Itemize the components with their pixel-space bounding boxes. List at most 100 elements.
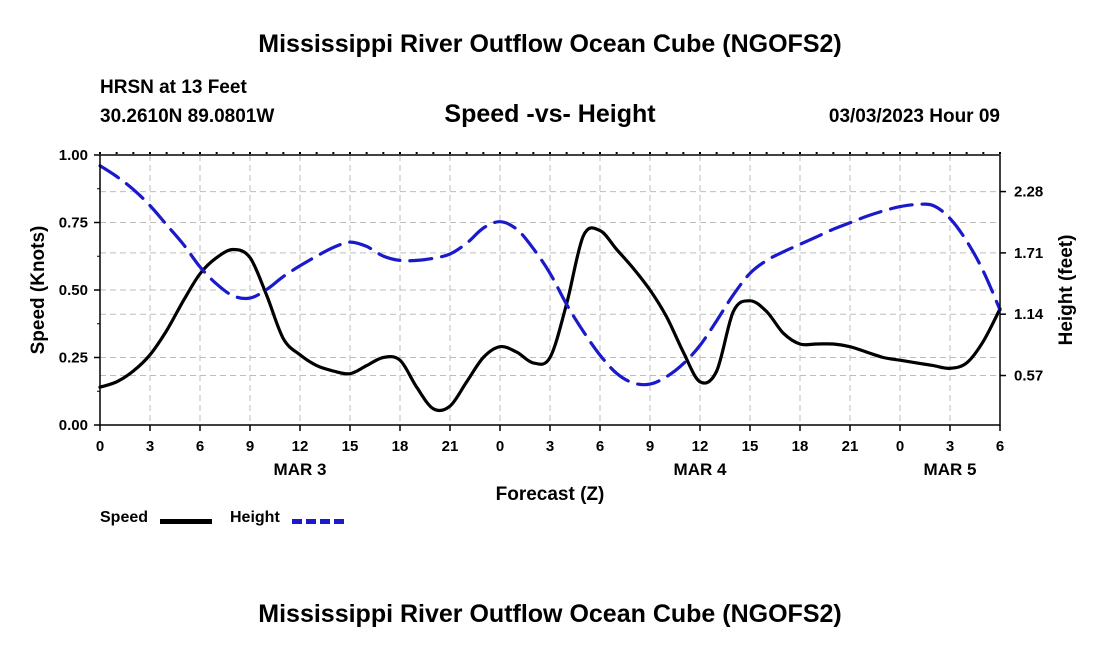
x-tick-label: 6: [196, 438, 204, 455]
x-tick-label: 0: [96, 438, 104, 455]
footer-title: Mississippi River Outflow Ocean Cube (NG…: [258, 600, 842, 628]
top-minor-tick: [515, 152, 518, 154]
x-tick-label: 12: [292, 438, 309, 455]
top-minor-tick: [882, 152, 885, 154]
y2-axis-title: Height (feet): [1056, 235, 1077, 346]
x-tick-label: 3: [146, 438, 154, 455]
top-minor-tick: [532, 152, 535, 154]
y2-tick-label: 2.28: [1014, 184, 1043, 201]
x-tick-label: 18: [392, 438, 409, 455]
top-minor-tick: [899, 152, 901, 154]
top-minor-tick: [665, 152, 668, 154]
top-minor-tick: [815, 152, 818, 154]
top-minor-tick: [399, 152, 401, 154]
y-axis-title: Speed (Knots): [28, 226, 49, 355]
x-tick-label: 15: [342, 438, 359, 455]
top-minor-tick: [849, 152, 851, 154]
top-minor-tick: [565, 152, 568, 154]
top-minor-tick: [282, 152, 285, 154]
top-minor-tick: [232, 152, 235, 154]
y-tick-label: 0.00: [59, 417, 88, 434]
y2-tick-label: 1.14: [1014, 306, 1044, 323]
chart-subtitle: Speed -vs- Height: [444, 100, 656, 128]
y-tick-label: 0.75: [59, 215, 88, 232]
top-minor-tick: [949, 152, 951, 154]
top-minor-tick: [332, 152, 335, 154]
top-minor-tick: [449, 152, 451, 154]
y-tick-label: 1.00: [59, 147, 88, 164]
top-minor-tick: [349, 152, 351, 154]
top-minor-tick: [165, 152, 168, 154]
top-minor-tick: [732, 152, 735, 154]
top-minor-tick: [265, 152, 268, 154]
top-minor-tick: [182, 152, 185, 154]
y-tick-label: 0.25: [59, 350, 88, 367]
date-label: MAR 4: [674, 460, 727, 479]
axis-labels: 0 3 6 9 12 15 18 21 0 3 6 9 12 15 18 21 0 3 6 0.00 0.25 0.50 0…: [28, 147, 1077, 505]
top-minor-tick: [215, 152, 218, 154]
top-minor-tick: [765, 152, 768, 154]
top-axis-dots: [99, 152, 1001, 154]
top-minor-tick: [415, 152, 418, 154]
x-axis-title: Forecast (Z): [496, 484, 605, 505]
top-minor-tick: [715, 152, 718, 154]
top-minor-tick: [599, 152, 601, 154]
x-tick-label: 6: [596, 438, 604, 455]
top-minor-tick: [932, 152, 935, 154]
x-tick-label: 9: [246, 438, 254, 455]
series-lines: [98, 164, 1002, 413]
x-tick-label: 15: [742, 438, 759, 455]
x-tick-label: 6: [996, 438, 1004, 455]
station-label: HRSN at 13 Feet: [100, 77, 247, 98]
top-minor-tick: [549, 152, 551, 154]
top-minor-tick: [749, 152, 751, 154]
y2-tick-label: 0.57: [1014, 368, 1043, 385]
series-line-height: [98, 164, 1002, 387]
top-minor-tick: [149, 152, 151, 154]
top-minor-tick: [199, 152, 201, 154]
top-minor-tick: [915, 152, 918, 154]
top-minor-tick: [115, 152, 118, 154]
top-minor-tick: [482, 152, 485, 154]
axis-ticks: [94, 154, 1006, 431]
top-minor-tick: [465, 152, 468, 154]
date-label: MAR 3: [274, 460, 327, 479]
x-tick-label: 3: [546, 438, 554, 455]
top-minor-tick: [315, 152, 318, 154]
top-minor-tick: [499, 152, 501, 154]
date-label: MAR 5: [924, 460, 977, 479]
x-tick-label: 3: [946, 438, 954, 455]
top-minor-tick: [382, 152, 385, 154]
top-minor-tick: [965, 152, 968, 154]
legend-label-speed: Speed: [100, 509, 149, 526]
top-minor-tick: [782, 152, 785, 154]
top-minor-tick: [649, 152, 651, 154]
top-minor-tick: [582, 152, 585, 154]
top-minor-tick: [615, 152, 618, 154]
top-minor-tick: [832, 152, 835, 154]
series-line-speed: [98, 226, 1002, 413]
x-tick-label: 12: [692, 438, 709, 455]
top-minor-tick: [999, 152, 1001, 154]
station-coordinates: 30.2610N 89.0801W: [100, 106, 275, 127]
top-minor-tick: [432, 152, 435, 154]
x-tick-label: 21: [442, 438, 459, 455]
y-tick-label: 0.50: [59, 282, 88, 299]
top-minor-tick: [799, 152, 801, 154]
top-minor-tick: [865, 152, 868, 154]
legend-swatch-height: [292, 519, 344, 524]
top-minor-tick: [132, 152, 135, 154]
y2-tick-label: 1.71: [1014, 245, 1043, 262]
x-tick-label: 0: [896, 438, 904, 455]
top-minor-tick: [699, 152, 701, 154]
x-tick-label: 0: [496, 438, 504, 455]
top-minor-tick: [632, 152, 635, 154]
legend-label-height: Height: [230, 509, 280, 526]
grid-lines: [100, 155, 1000, 425]
top-minor-tick: [682, 152, 685, 154]
x-tick-label: 21: [842, 438, 859, 455]
x-tick-label: 9: [646, 438, 654, 455]
legend-swatch-speed: [160, 519, 212, 524]
chart-title: Mississippi River Outflow Ocean Cube (NG…: [258, 30, 842, 58]
